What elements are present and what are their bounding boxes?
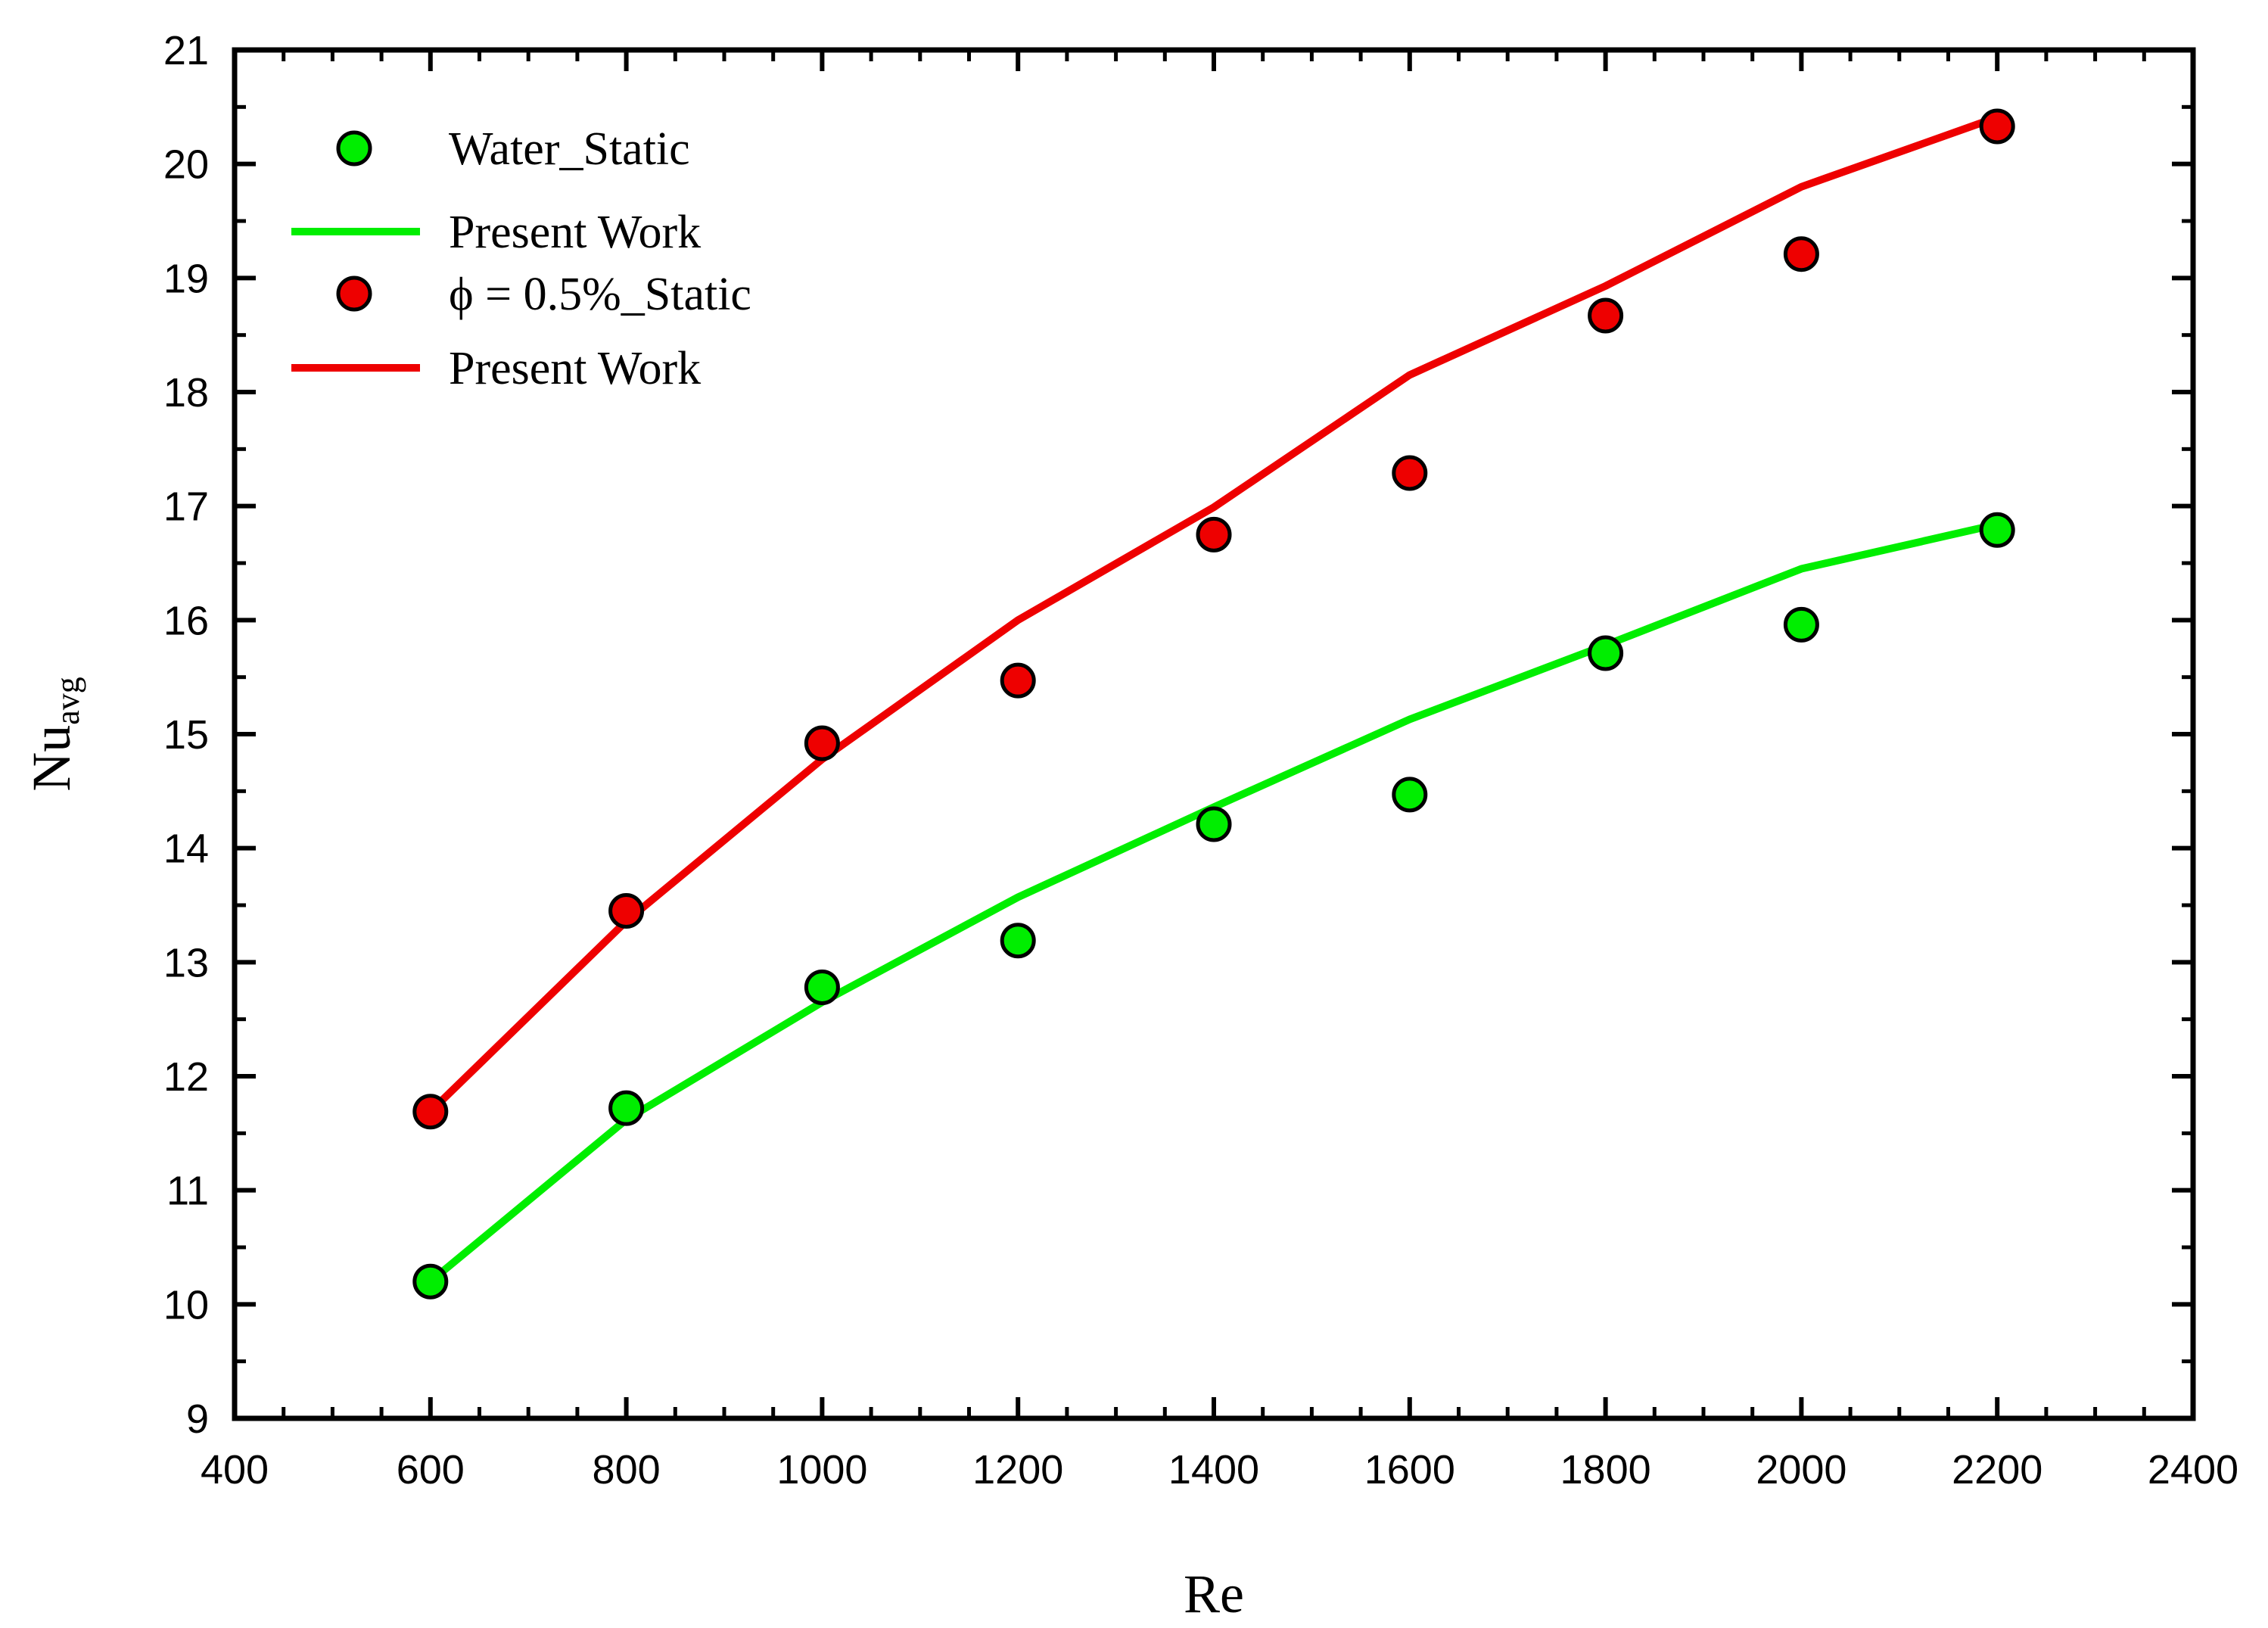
series-0-point bbox=[1000, 923, 1036, 959]
series-0-point bbox=[1588, 635, 1624, 671]
legend-label-2: ϕ = 0.5%_Static bbox=[449, 269, 751, 320]
x-tick-label: 800 bbox=[593, 1447, 661, 1493]
x-tick-label: 400 bbox=[201, 1447, 269, 1493]
x-tick-label: 1200 bbox=[972, 1447, 1063, 1493]
y-tick-label: 9 bbox=[186, 1396, 209, 1442]
legend-marker-0 bbox=[336, 130, 372, 167]
legend: Water_Static Present Work ϕ = 0.5%_Static P… bbox=[291, 123, 751, 394]
x-tick-label: 1000 bbox=[776, 1447, 867, 1493]
y-tick-label: 11 bbox=[166, 1169, 209, 1214]
series-2-point bbox=[1979, 108, 2015, 145]
y-tick-label: 13 bbox=[163, 940, 209, 985]
y-tick-label: 17 bbox=[163, 484, 209, 530]
y-tick-label: 14 bbox=[163, 826, 209, 872]
x-tick-label: 1600 bbox=[1364, 1447, 1455, 1493]
y-axis-title: Nuavg bbox=[21, 677, 86, 792]
y-tick-label: 21 bbox=[163, 28, 209, 73]
series-markers bbox=[412, 108, 2015, 1300]
x-tick-label: 2200 bbox=[1952, 1447, 2042, 1493]
y-tick-label: 15 bbox=[163, 712, 209, 758]
x-tick-label: 1400 bbox=[1168, 1447, 1259, 1493]
legend-label-3: Present Work bbox=[449, 343, 701, 394]
x-tick-label: 600 bbox=[397, 1447, 465, 1493]
series-2-point bbox=[1392, 455, 1428, 491]
y-tick-label: 10 bbox=[163, 1282, 209, 1328]
series-2-point bbox=[412, 1094, 449, 1130]
legend-label-0: Water_Static bbox=[449, 123, 690, 175]
series-2-point bbox=[1783, 236, 1819, 272]
series-line-1 bbox=[428, 520, 1999, 1285]
series-2-point bbox=[608, 893, 645, 929]
y-tick-label: 16 bbox=[163, 598, 209, 643]
y-axis-title-subscript: avg bbox=[49, 677, 86, 725]
y-axis-title-main: Nu bbox=[21, 725, 82, 792]
y-tick-label: 12 bbox=[163, 1054, 209, 1100]
x-tick-label: 2000 bbox=[1756, 1447, 1846, 1493]
x-tick-label: 2400 bbox=[2148, 1447, 2238, 1493]
legend-marker-2 bbox=[336, 275, 372, 312]
series-0-point bbox=[1196, 806, 1232, 842]
series-2-point bbox=[1196, 516, 1232, 553]
y-tick-label: 18 bbox=[163, 370, 209, 416]
series-0-point bbox=[1783, 606, 1819, 643]
y-tick-label: 19 bbox=[163, 256, 209, 301]
plot-frame bbox=[232, 47, 2196, 1421]
series-0-point bbox=[804, 969, 840, 1005]
series-0-point bbox=[1979, 512, 2015, 548]
series-0-point bbox=[1392, 777, 1428, 813]
series-0-point bbox=[608, 1090, 645, 1126]
y-tick-label: 20 bbox=[163, 142, 209, 188]
legend-label-1: Present Work bbox=[449, 207, 701, 258]
x-tick-label: 1800 bbox=[1560, 1447, 1651, 1493]
series-2-point bbox=[804, 725, 840, 761]
series-0-point bbox=[412, 1263, 449, 1300]
series-2-point bbox=[1000, 662, 1036, 699]
x-axis-title: Re bbox=[1184, 1564, 1244, 1624]
series-2-point bbox=[1588, 297, 1624, 334]
series-line-3 bbox=[428, 114, 1999, 1115]
tick-labels: 400 600 800 1000 1200 1400 1600 1800 2000 2200 240… bbox=[163, 28, 2238, 1493]
